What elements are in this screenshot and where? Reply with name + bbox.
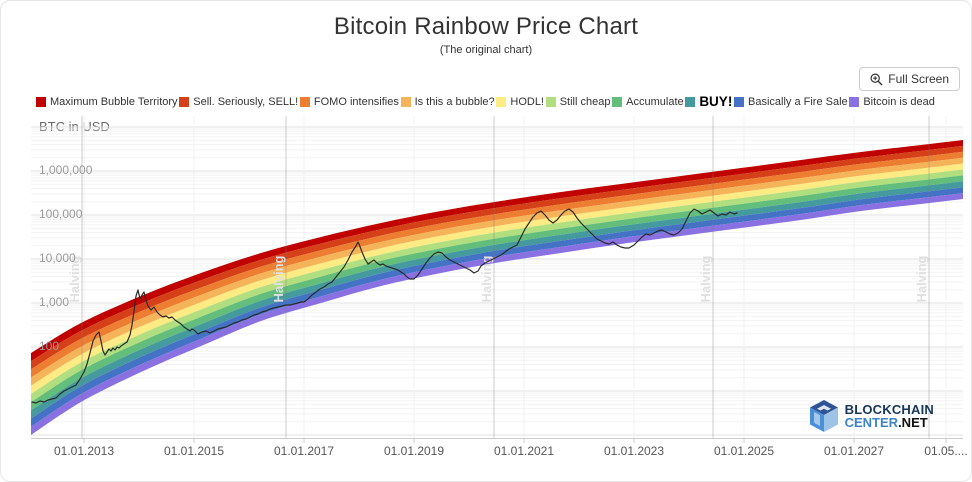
halving-label: Halving xyxy=(67,255,82,302)
fullscreen-button-label: Full Screen xyxy=(888,72,949,86)
legend-item-4[interactable]: HODL! xyxy=(496,96,544,108)
y-axis-label: 100 xyxy=(39,339,60,353)
y-axis-label: 10,000 xyxy=(39,251,76,265)
logo-text-line1: BLOCKCHAIN xyxy=(844,402,934,417)
halving-lines: Halving Halving Halving Halving Halving xyxy=(67,116,930,438)
legend-swatch xyxy=(496,96,507,107)
x-axis-label: 01.01.2013 xyxy=(53,444,115,458)
legend-label: Maximum Bubble Territory xyxy=(50,95,178,108)
x-axis-label: 01.01.2021 xyxy=(493,444,555,458)
legend-swatch xyxy=(36,96,46,107)
legend-swatch xyxy=(685,96,696,107)
blockchaincenter-cube-icon xyxy=(808,399,840,433)
legend-swatch xyxy=(734,96,744,107)
x-axis-label: 01.01.2017 xyxy=(273,444,335,458)
halving-label: Halving xyxy=(698,255,713,302)
blockchaincenter-logo[interactable]: BLOCKCHAIN CENTER.NET xyxy=(808,399,934,433)
legend-swatch xyxy=(612,96,623,107)
legend-label: Still cheap xyxy=(559,95,611,108)
x-axis-label: 01.01.2015 xyxy=(163,444,225,458)
y-axis-label: 100,000 xyxy=(39,207,83,221)
page-title: Bitcoin Rainbow Price Chart xyxy=(333,13,639,40)
legend-swatch xyxy=(179,96,190,107)
legend-swatch xyxy=(299,96,310,107)
x-axis-label: 01.01.2027 xyxy=(823,444,885,458)
zoom-in-icon xyxy=(870,72,883,86)
legend-label: BUY! xyxy=(699,94,733,109)
chart-subtitle: (The original chart) xyxy=(439,44,533,56)
legend-item-8[interactable]: Basically a Fire Sale xyxy=(734,96,848,108)
legend-item-5[interactable]: Still cheap xyxy=(545,95,611,108)
legend-item-3[interactable]: Is this a bubble? xyxy=(400,95,495,108)
legend-label: Sell. Seriously, SELL! xyxy=(193,95,299,108)
legend-item-2[interactable]: FOMO intensifies xyxy=(299,95,399,108)
legend-label: Is this a bubble? xyxy=(414,95,495,108)
legend-label: HODL! xyxy=(510,95,544,108)
legend-item-6[interactable]: Accumulate xyxy=(612,95,684,108)
legend-swatch xyxy=(849,96,860,107)
y-axis-label: 1,000,000 xyxy=(39,163,93,177)
legend-swatch xyxy=(400,96,411,107)
logo-text-line2: CENTER.NET xyxy=(844,415,928,430)
chart-header: Bitcoin Rainbow Price Chart (The origina… xyxy=(1,13,971,56)
legend-item-0[interactable]: Maximum Bubble Territory xyxy=(36,96,178,108)
legend-item-7[interactable]: BUY! xyxy=(685,94,732,109)
price-line xyxy=(31,208,738,404)
halving-label: Halving xyxy=(479,255,494,302)
chart-legend: Maximum Bubble Territory Sell. Seriously,… xyxy=(36,94,935,109)
legend-item-1[interactable]: Sell. Seriously, SELL! xyxy=(179,96,298,108)
grid-lines xyxy=(31,116,963,438)
x-axis-label: 01.01.2023 xyxy=(603,444,665,458)
halving-label: Halving xyxy=(271,255,286,302)
chart-plot-area[interactable]: Halving Halving Halving Halving Halving xyxy=(31,116,963,446)
legend-label: Basically a Fire Sale xyxy=(748,95,848,108)
y-axis-label: 1,000 xyxy=(39,295,70,309)
legend-label: FOMO intensifies xyxy=(313,95,399,108)
fullscreen-button[interactable]: Full Screen xyxy=(859,67,960,91)
x-axis-label: 01.01.2019 xyxy=(383,444,445,458)
legend-item-9[interactable]: Bitcoin is dead xyxy=(849,96,935,108)
legend-label: Bitcoin is dead xyxy=(863,95,935,108)
legend-label: Accumulate xyxy=(626,95,684,108)
legend-swatch xyxy=(545,96,556,107)
x-axis-label: 01.05.... xyxy=(924,444,968,458)
halving-label: Halving xyxy=(914,255,929,302)
x-axis-label: 01.01.2025 xyxy=(713,444,775,458)
